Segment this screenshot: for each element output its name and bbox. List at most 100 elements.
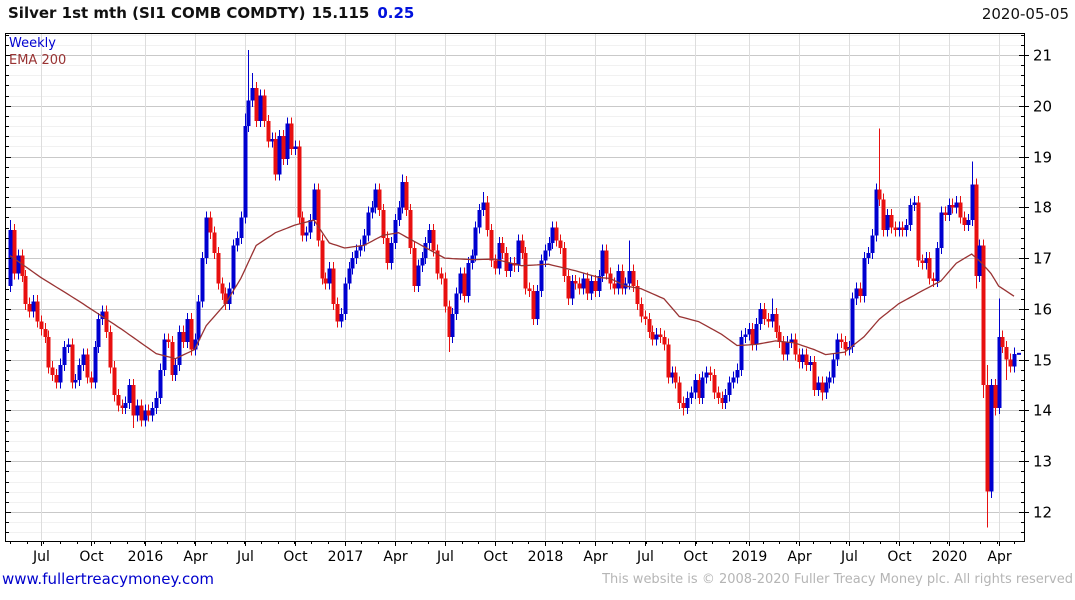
candle-body bbox=[700, 377, 705, 398]
candle-body bbox=[243, 126, 248, 218]
candle-body bbox=[39, 321, 44, 330]
candle-body bbox=[824, 382, 829, 393]
candle-body bbox=[146, 410, 151, 416]
candle-body bbox=[916, 202, 921, 261]
candle-body bbox=[200, 258, 205, 302]
candle-body bbox=[604, 250, 609, 274]
candle-body bbox=[196, 301, 201, 340]
candle-body bbox=[831, 359, 836, 378]
candle-body bbox=[747, 329, 752, 335]
candle-body bbox=[727, 382, 732, 396]
candle-body bbox=[616, 270, 621, 289]
candle-body bbox=[73, 379, 78, 383]
candle-body bbox=[454, 293, 459, 314]
candle-body bbox=[104, 311, 109, 332]
candle-body bbox=[639, 303, 644, 317]
candle-body bbox=[404, 181, 409, 210]
candle-body bbox=[731, 377, 736, 383]
candle-body bbox=[739, 336, 744, 370]
candle-body bbox=[947, 204, 952, 215]
candle-body bbox=[300, 217, 305, 236]
candle-body bbox=[958, 202, 963, 218]
candle-body bbox=[974, 184, 979, 276]
candle-body bbox=[435, 250, 440, 274]
candle-body bbox=[158, 369, 163, 398]
candle-body bbox=[373, 189, 378, 208]
candle-body bbox=[777, 331, 782, 342]
candle-body bbox=[397, 207, 402, 221]
candle-body bbox=[312, 189, 317, 221]
candle-body bbox=[539, 260, 544, 292]
candle-body bbox=[239, 217, 244, 238]
candle-body bbox=[120, 405, 125, 408]
candle-body bbox=[520, 240, 525, 254]
candle-body bbox=[58, 364, 63, 383]
y-tick-label: 18 bbox=[1033, 199, 1052, 217]
copyright-text: This website is © 2008-2020 Fuller Treac… bbox=[602, 572, 1073, 587]
x-tick-label: Apr bbox=[987, 549, 1011, 565]
candle-body bbox=[277, 136, 282, 175]
price-change: 0.25 bbox=[377, 4, 415, 22]
y-tick-label: 12 bbox=[1033, 504, 1052, 522]
candle-body bbox=[112, 367, 117, 396]
candle-body bbox=[500, 242, 505, 254]
candle-body bbox=[720, 397, 725, 403]
candle-body bbox=[997, 336, 1002, 408]
candle-body bbox=[135, 405, 140, 416]
candle-body bbox=[704, 372, 709, 378]
candle-body bbox=[108, 331, 113, 368]
candle-body bbox=[558, 240, 563, 248]
candle-body bbox=[897, 227, 902, 231]
y-tick-label: 14 bbox=[1033, 402, 1052, 420]
candle-body bbox=[458, 273, 463, 294]
candle-body bbox=[408, 209, 413, 248]
candle-body bbox=[924, 258, 929, 264]
x-tick-label: Oct bbox=[79, 549, 104, 565]
candle-body bbox=[439, 273, 444, 279]
x-tick-label: 2017 bbox=[328, 549, 364, 565]
candle-body bbox=[597, 275, 602, 292]
candle-body bbox=[423, 242, 428, 259]
candle-body bbox=[600, 250, 605, 276]
candle-body bbox=[793, 339, 798, 355]
candle-body bbox=[743, 334, 748, 337]
candle-body bbox=[223, 293, 228, 304]
candle-body bbox=[331, 268, 336, 304]
candle-body bbox=[85, 354, 90, 378]
candle-body bbox=[273, 138, 278, 175]
site-link[interactable]: www.fullertreacymoney.com bbox=[2, 570, 215, 588]
candle-body bbox=[870, 235, 875, 254]
candle-body bbox=[758, 308, 763, 325]
candle-body bbox=[762, 308, 767, 320]
candle-body bbox=[212, 232, 217, 254]
candle-body bbox=[266, 121, 271, 142]
candle-body bbox=[939, 212, 944, 248]
candle-body bbox=[673, 372, 678, 383]
candle-body bbox=[250, 88, 255, 101]
candle-body bbox=[966, 220, 971, 226]
candle-body bbox=[631, 270, 636, 287]
y-tick-label: 19 bbox=[1033, 149, 1052, 167]
candle-body bbox=[54, 374, 59, 383]
candle-body bbox=[881, 199, 886, 231]
candle-body bbox=[481, 202, 486, 210]
x-tick-label: Oct bbox=[683, 549, 708, 565]
candle-body bbox=[627, 270, 632, 284]
candle-body bbox=[377, 189, 382, 210]
legend-timeframe: Weekly bbox=[9, 36, 56, 51]
candle-body bbox=[304, 232, 309, 236]
candle-body bbox=[593, 280, 598, 292]
candle-body bbox=[800, 354, 805, 363]
candle-body bbox=[985, 385, 990, 492]
candle-body bbox=[320, 240, 325, 279]
candle-body bbox=[420, 258, 425, 266]
candle-body bbox=[220, 283, 225, 294]
candle-body bbox=[981, 245, 986, 386]
candle-body bbox=[581, 278, 586, 289]
candle-body bbox=[343, 283, 348, 314]
candle-body bbox=[485, 202, 490, 231]
candle-body bbox=[670, 372, 675, 378]
candle-body bbox=[770, 313, 775, 322]
